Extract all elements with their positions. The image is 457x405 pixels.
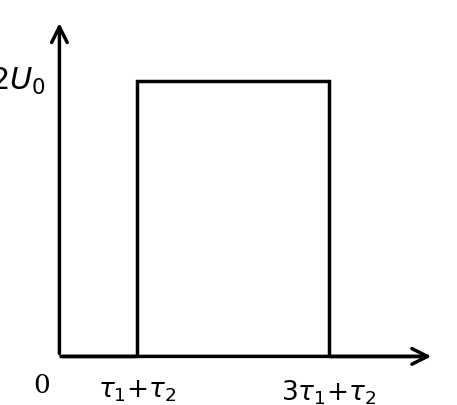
Text: $2\mathit{U}_0$: $2\mathit{U}_0$	[0, 66, 46, 96]
Text: $3\tau_1{+}\tau_2$: $3\tau_1{+}\tau_2$	[282, 379, 377, 405]
Text: 0: 0	[33, 373, 49, 398]
Text: $\tau_1{+}\tau_2$: $\tau_1{+}\tau_2$	[98, 379, 176, 404]
